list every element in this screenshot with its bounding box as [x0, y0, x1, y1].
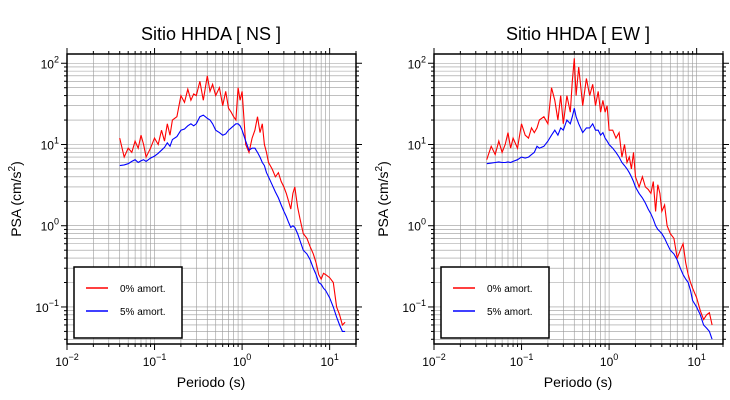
chart-title: Sitio HHDA [ EW ]: [506, 24, 650, 44]
x-tick-label-base: 10: [55, 355, 69, 369]
y-tick-label-base: 10: [402, 301, 416, 315]
legend-label: 5% amort.: [487, 307, 533, 318]
x-tick-label-base: 10: [320, 355, 334, 369]
x-axis-label: Periodo (s): [544, 374, 612, 390]
y-axis-label-base: PSA (cm/s: [375, 171, 391, 236]
x-tick-label: 10−2: [55, 352, 79, 369]
x-tick-label-exp: 1: [334, 352, 339, 362]
y-axis-label-tail: ): [375, 161, 391, 166]
y-tick-label-base: 10: [408, 57, 422, 71]
ticks: [61, 48, 362, 350]
legend: 0% amort. 5% amort.: [73, 266, 183, 339]
x-tick-label-exp: 0: [613, 352, 618, 362]
x-tick-label: 101: [687, 352, 705, 369]
legend-label: 0% amort.: [487, 284, 533, 295]
y-tick-label-exp: 1: [421, 135, 426, 145]
x-tick-label-base: 10: [687, 355, 701, 369]
y-tick-label-base: 10: [41, 57, 55, 71]
y-tick-label-exp: 0: [421, 217, 426, 227]
y-tick-label: 102: [41, 54, 59, 71]
y-tick-label-exp: 0: [54, 217, 59, 227]
y-tick-label-base: 10: [41, 138, 55, 152]
legend: 0% amort. 5% amort.: [440, 266, 550, 339]
y-tick-label-base: 10: [408, 138, 422, 152]
ticks: [428, 48, 729, 350]
y-tick-label: 100: [41, 217, 59, 234]
legend-label: 5% amort.: [120, 307, 166, 318]
y-tick-label-exp: 2: [54, 54, 59, 64]
grid: [66, 54, 357, 344]
y-tick-label-exp: 2: [421, 54, 426, 64]
y-tick-label-base: 10: [408, 220, 422, 234]
series-line-blue: [119, 114, 346, 332]
x-tick-label-exp: 0: [246, 352, 251, 362]
x-tick-label-base: 10: [233, 355, 247, 369]
chart-title: Sitio HHDA [ NS ]: [141, 24, 281, 44]
y-tick-label-base: 10: [35, 301, 49, 315]
x-tick-label-exp: −2: [69, 352, 79, 362]
plot-frame: [66, 53, 357, 345]
x-tick-label-exp: 1: [701, 352, 706, 362]
y-tick-label: 10−1: [35, 298, 59, 315]
series-line-red: [486, 58, 713, 326]
x-tick-label: 100: [233, 352, 251, 369]
legend-box: [73, 266, 183, 339]
y-axis-label: PSA (cm/s2): [374, 161, 391, 237]
y-tick-label-exp: −1: [416, 298, 426, 308]
y-tick-label-exp: 1: [54, 135, 59, 145]
y-tick-label: 101: [408, 135, 426, 152]
legend-label: 0% amort.: [120, 284, 166, 295]
y-axis-label-base: PSA (cm/s: [8, 171, 24, 236]
x-tick-label-base: 10: [600, 355, 614, 369]
x-tick-label: 10−2: [422, 352, 446, 369]
series-line-red: [119, 75, 346, 327]
legend-box: [440, 266, 550, 339]
y-axis-label-sup: 2: [7, 165, 18, 171]
y-axis-label: PSA (cm/s2): [7, 161, 24, 237]
x-tick-label: 10−1: [143, 352, 167, 369]
y-tick-label: 10−1: [402, 298, 426, 315]
y-tick-label-base: 10: [41, 220, 55, 234]
x-tick-label-base: 10: [422, 355, 436, 369]
x-tick-label: 100: [600, 352, 618, 369]
x-tick-label: 101: [320, 352, 338, 369]
x-tick-label-base: 10: [143, 355, 157, 369]
y-axis-label-sup: 2: [374, 165, 385, 171]
series-line-blue: [486, 108, 713, 340]
plot-frame: [433, 53, 724, 345]
x-tick-label-exp: −2: [436, 352, 446, 362]
x-tick-label-exp: −1: [523, 352, 533, 362]
x-tick-label: 10−1: [510, 352, 534, 369]
y-axis-label-tail: ): [8, 161, 24, 166]
y-tick-label: 100: [408, 217, 426, 234]
y-tick-label-exp: −1: [49, 298, 59, 308]
x-tick-label-exp: −1: [156, 352, 166, 362]
y-tick-label: 102: [408, 54, 426, 71]
x-tick-label-base: 10: [510, 355, 524, 369]
y-tick-label: 101: [41, 135, 59, 152]
x-axis-label: Periodo (s): [177, 374, 245, 390]
